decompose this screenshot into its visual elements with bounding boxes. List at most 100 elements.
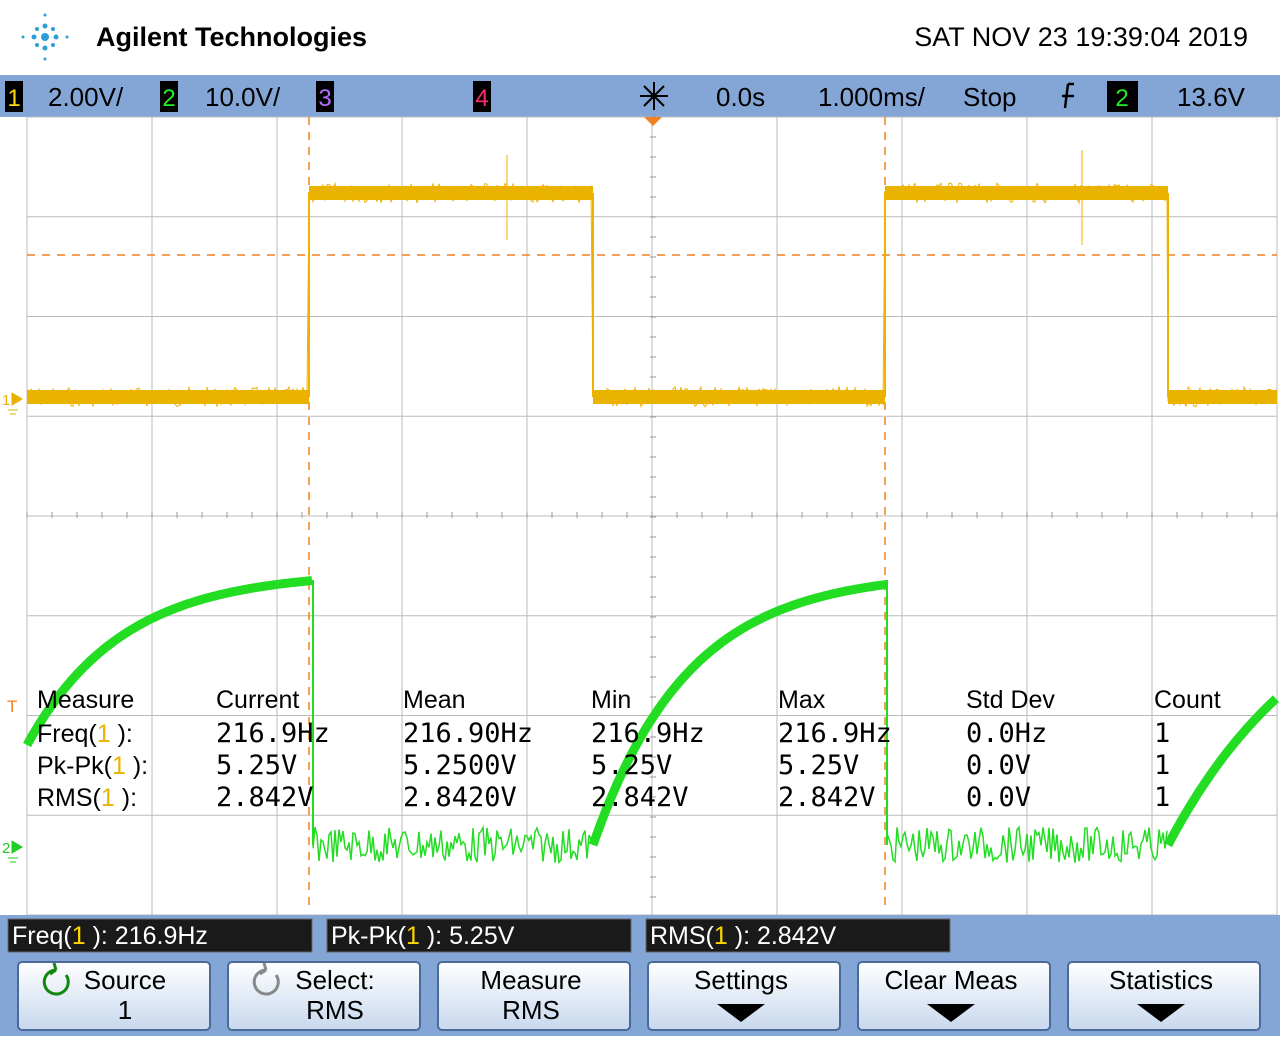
- brand: Agilent Technologies: [96, 22, 367, 52]
- stat-row-label: Pk-Pk(1 ):: [37, 752, 148, 780]
- stat-value: 1: [1154, 750, 1170, 781]
- softkey-label[interactable]: RMS: [306, 995, 364, 1025]
- readout-part: 1: [72, 922, 86, 950]
- readout-part: ): 2.842V: [728, 922, 837, 950]
- stat-row-label-part: 1: [97, 720, 111, 748]
- stat-value: 1: [1154, 718, 1170, 749]
- stat-value: 0.0V: [966, 782, 1031, 813]
- stat-value: 0.0Hz: [966, 718, 1047, 749]
- trigger-source: 2: [1115, 85, 1128, 112]
- softkey-label[interactable]: RMS: [502, 995, 560, 1025]
- softkey-arrow: [717, 1004, 765, 1022]
- softkey-label[interactable]: Select:: [295, 965, 375, 995]
- readout-part: 1: [406, 922, 420, 950]
- trigger-level: 13.6V: [1177, 82, 1246, 112]
- stat-row-label-part: ):: [111, 720, 133, 748]
- trigger-marker: T: [7, 697, 17, 716]
- stat-value: 1: [1154, 782, 1170, 813]
- readout-box: [7, 918, 313, 953]
- stat-row-label: Freq(1 ):: [37, 720, 133, 748]
- stat-row-label-part: RMS(: [37, 784, 102, 812]
- stat-value: 2.8420V: [403, 782, 517, 813]
- softkey-label[interactable]: Measure: [480, 965, 581, 995]
- softkey-label[interactable]: Source: [84, 965, 166, 995]
- ch1-trace-band: [1168, 390, 1277, 404]
- stat-value: 0.0V: [966, 750, 1031, 781]
- readout: Freq(1 ): 216.9Hz: [12, 922, 208, 950]
- softkey[interactable]: [857, 961, 1051, 1031]
- readout-part: 1: [714, 922, 728, 950]
- delay: 0.0s: [716, 82, 765, 112]
- waveforms: [23, 150, 1280, 865]
- ch4-badge: [473, 81, 491, 112]
- stat-header: Max: [778, 686, 826, 714]
- softkey-arrow: [1137, 1004, 1185, 1022]
- stat-row-label-part: 1: [101, 784, 115, 812]
- stat-header: Measure: [37, 686, 134, 714]
- stat-value: 216.9Hz: [778, 718, 892, 749]
- ch2-ground: [8, 840, 23, 863]
- ch1-trace: [26, 181, 1277, 408]
- stat-value: 5.25V: [778, 750, 859, 781]
- softkey-label[interactable]: Clear Meas: [885, 965, 1018, 995]
- stat-value: 5.2500V: [403, 750, 517, 781]
- datetime: SAT NOV 23 19:39:04 2019: [914, 22, 1248, 52]
- ch1-label: 1: [7, 85, 20, 112]
- softkey[interactable]: [647, 961, 841, 1031]
- ch4-label: 4: [475, 85, 488, 112]
- stat-value: 2.842V: [591, 782, 689, 813]
- ch2-label: 2: [162, 85, 175, 112]
- ch1-badge: [5, 81, 23, 112]
- stat-value: 2.842V: [216, 782, 314, 813]
- readout-part: ): 216.9Hz: [86, 922, 208, 950]
- softkey-label[interactable]: Settings: [694, 965, 788, 995]
- ch1-marker: 1: [2, 392, 10, 409]
- stat-row-label-part: ):: [126, 752, 148, 780]
- readout-part: Freq(: [12, 922, 72, 950]
- ch2-marker: 2: [2, 840, 10, 857]
- trigger-source-badge: [1107, 81, 1138, 112]
- readout-part: ): 5.25V: [420, 922, 515, 950]
- softkey[interactable]: [437, 961, 631, 1031]
- timebase: 1.000ms/: [818, 82, 926, 112]
- stat-row-label-part: Pk-Pk(: [37, 752, 113, 780]
- header: [0, 0, 1280, 75]
- stat-value: 5.25V: [216, 750, 297, 781]
- run-state: Stop: [963, 82, 1017, 112]
- ch2-badge: [160, 81, 178, 112]
- readout: RMS(1 ): 2.842V: [650, 922, 837, 950]
- ch2-trace: [312, 824, 1168, 865]
- stat-value: 5.25V: [591, 750, 672, 781]
- stat-value: 216.90Hz: [403, 718, 533, 749]
- logo: [21, 13, 69, 61]
- softkey-knob-icon: [252, 962, 280, 996]
- softkey[interactable]: [1067, 961, 1261, 1031]
- stat-header: Mean: [403, 686, 466, 714]
- softkey-label[interactable]: Statistics: [1109, 965, 1213, 995]
- softkey-label[interactable]: 1: [118, 995, 132, 1025]
- ch1-scale: 2.00V/: [48, 82, 124, 112]
- stat-value: 216.9Hz: [591, 718, 705, 749]
- stat-row-label-part: 1: [112, 752, 126, 780]
- ch2-rise: [23, 576, 313, 748]
- ch2-rise: [588, 579, 888, 847]
- softkey-arrow: [927, 1004, 975, 1022]
- stat-row-label: RMS(1 ):: [37, 784, 137, 812]
- stat-header: Min: [591, 686, 631, 714]
- readout-part: RMS(: [650, 922, 715, 950]
- readouts: Freq(1 ): 216.9Hz Pk-Pk(1 ): 5.25V RMS(1 )…: [7, 918, 951, 953]
- softkey[interactable]: [227, 961, 421, 1031]
- trigger-slope: [1062, 82, 1074, 109]
- stat-row-label-part: ):: [115, 784, 137, 812]
- statistics-table: Measure Current Mean Min Max Std Dev Count Freq…: [37, 686, 1221, 813]
- stat-value: 2.842V: [778, 782, 876, 813]
- ch2-rise: [1164, 695, 1280, 848]
- ground-markers: 1 2 T: [2, 392, 23, 863]
- acquire-icon: [640, 82, 668, 110]
- softkey[interactable]: [17, 961, 211, 1031]
- stat-row-label-part: Freq(: [37, 720, 97, 748]
- ch3-badge: [316, 81, 334, 112]
